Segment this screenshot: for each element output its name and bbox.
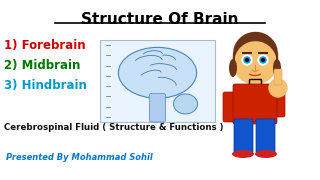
Ellipse shape bbox=[273, 59, 281, 77]
Circle shape bbox=[258, 55, 268, 65]
Circle shape bbox=[269, 79, 287, 97]
Text: Cerebrospinal Fluid ( Structure & Functions ): Cerebrospinal Fluid ( Structure & Functi… bbox=[4, 123, 223, 132]
FancyBboxPatch shape bbox=[249, 79, 261, 89]
Text: Structure Of Brain: Structure Of Brain bbox=[81, 12, 239, 27]
Text: 3) Hindbrain: 3) Hindbrain bbox=[4, 78, 87, 91]
Circle shape bbox=[260, 57, 266, 63]
Circle shape bbox=[261, 58, 265, 62]
FancyBboxPatch shape bbox=[100, 40, 215, 122]
Ellipse shape bbox=[118, 47, 196, 98]
Circle shape bbox=[242, 55, 252, 65]
Ellipse shape bbox=[255, 150, 277, 158]
Circle shape bbox=[244, 57, 250, 63]
Circle shape bbox=[245, 58, 249, 62]
Text: 2) Midbrain: 2) Midbrain bbox=[4, 58, 80, 71]
Ellipse shape bbox=[232, 150, 254, 158]
FancyBboxPatch shape bbox=[233, 84, 277, 124]
FancyBboxPatch shape bbox=[256, 119, 275, 153]
Text: 1) Forebrain: 1) Forebrain bbox=[4, 39, 86, 51]
FancyBboxPatch shape bbox=[271, 85, 285, 117]
Circle shape bbox=[233, 40, 277, 84]
Text: Presented By Mohammad Sohil: Presented By Mohammad Sohil bbox=[6, 154, 153, 163]
FancyBboxPatch shape bbox=[149, 93, 165, 122]
Ellipse shape bbox=[173, 94, 197, 114]
Ellipse shape bbox=[229, 59, 237, 77]
FancyBboxPatch shape bbox=[234, 119, 253, 153]
FancyBboxPatch shape bbox=[274, 69, 282, 85]
FancyBboxPatch shape bbox=[223, 92, 237, 122]
